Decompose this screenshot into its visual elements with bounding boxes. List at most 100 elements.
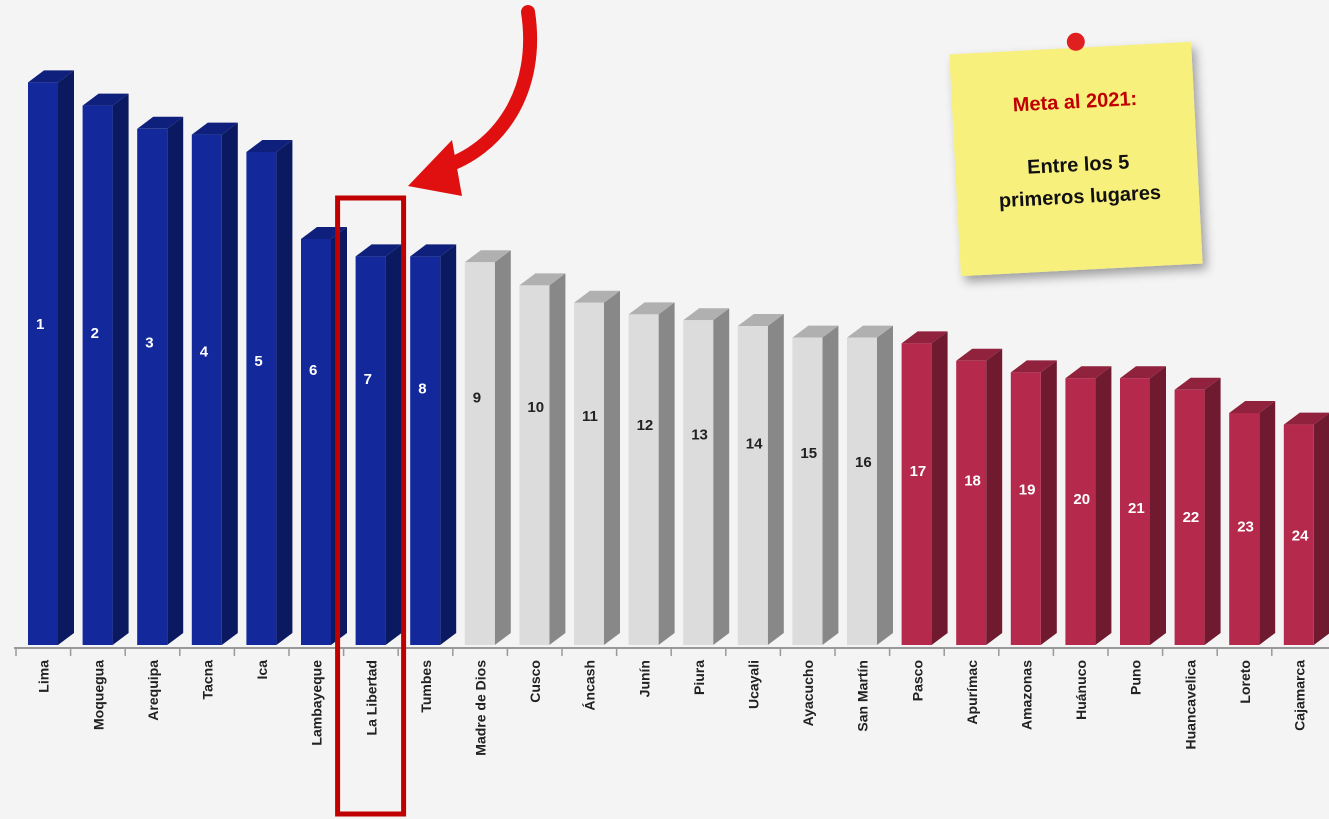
x-tick-label: Lima (36, 660, 52, 693)
bar-side (385, 244, 402, 645)
bar (956, 360, 987, 645)
rank-label: 17 (910, 463, 927, 480)
x-tick-label: La Libertad (363, 660, 379, 735)
bar-side (658, 302, 675, 645)
bar-side (221, 122, 238, 646)
bar-top (1010, 360, 1057, 373)
x-tick-label: Moquegua (90, 660, 106, 730)
rank-label: 20 (1073, 491, 1090, 508)
bar (683, 320, 714, 645)
bar-top (355, 244, 402, 257)
bar (301, 239, 331, 645)
bar-top (464, 250, 511, 263)
x-tick-label: Tacna (200, 660, 216, 700)
bar (1010, 372, 1041, 645)
bar (1065, 378, 1096, 645)
x-tick-label: Puno (1128, 660, 1144, 695)
bar (574, 302, 604, 645)
bar-side (767, 314, 784, 645)
x-tick-label: Cajamarca (1292, 660, 1308, 731)
note-paper (949, 41, 1203, 277)
rank-label: 18 (964, 472, 981, 489)
rank-label: 1 (36, 316, 44, 333)
bar-side (1313, 413, 1329, 645)
bar-top (191, 122, 238, 135)
x-tick-label: Amazonas (1019, 660, 1035, 730)
rank-label: 16 (855, 454, 872, 471)
bar (191, 134, 222, 645)
rank-label: 11 (582, 408, 598, 425)
bar-side (604, 290, 620, 645)
rank-label: 3 (145, 334, 153, 351)
rank-label: 15 (800, 445, 817, 462)
bar-top (683, 308, 730, 321)
rank-label: 13 (691, 426, 708, 443)
rank-label: 9 (473, 390, 481, 407)
x-tick-label: Ica (254, 660, 270, 680)
bar-side (1040, 360, 1057, 645)
bar (1174, 389, 1205, 645)
bar-top (28, 70, 74, 83)
rank-label: 7 (364, 371, 372, 388)
bar-top (1120, 366, 1166, 379)
x-tick-label: Áncash (582, 660, 598, 711)
bar-side (549, 273, 566, 645)
x-tick-label: Loreto (1237, 660, 1253, 704)
bar (246, 152, 277, 645)
bar (847, 337, 877, 645)
highlight-box (335, 195, 407, 817)
bar-top (1283, 412, 1329, 425)
x-tick-label: Ucayali (746, 660, 762, 709)
bar-top (410, 244, 457, 257)
bar-top (737, 314, 784, 326)
arrow (408, 5, 538, 196)
rank-label: 14 (746, 436, 763, 453)
bar (792, 337, 823, 645)
rank-label: 6 (309, 362, 317, 379)
rank-label: 22 (1183, 509, 1200, 526)
bar (28, 82, 58, 645)
bar-side (1150, 366, 1166, 645)
bar-top (628, 302, 675, 315)
bar (410, 256, 441, 645)
x-tick-label: San Martín (855, 660, 871, 732)
note-line: Entre los 5 (1027, 151, 1130, 178)
rank-label: 23 (1237, 518, 1254, 535)
bar (1120, 378, 1150, 645)
bar (519, 285, 550, 645)
bar (355, 256, 386, 645)
x-tick-label: Huánuco (1073, 660, 1089, 720)
rank-label: 2 (91, 325, 99, 342)
bar (464, 262, 495, 645)
rank-label: 21 (1128, 500, 1145, 517)
bar-side (713, 308, 730, 645)
bar-side (112, 93, 129, 646)
x-tick-label: Ayacucho (800, 660, 816, 726)
rank-label: 4 (200, 344, 209, 361)
bar (737, 326, 768, 645)
x-tick-label: Tumbes (418, 660, 434, 713)
x-tick-label: Pasco (909, 660, 925, 701)
x-tick-label: Lambayeque (309, 660, 325, 746)
rank-label: 24 (1292, 528, 1309, 545)
arrow-head (408, 140, 462, 196)
rank-label: 12 (637, 417, 654, 434)
bar-top (847, 325, 893, 338)
pin (1066, 32, 1085, 51)
bar (1229, 413, 1260, 645)
bar (82, 105, 113, 646)
x-tick-label: Madre de Dios (473, 660, 489, 756)
bar-side (1259, 401, 1276, 645)
bar-top (956, 348, 1003, 361)
bar-top (574, 290, 620, 303)
bar-top (519, 273, 566, 286)
labels: Lima Moquegua Arequipa Tacna Ica Lambayeque La… (15, 648, 1308, 756)
rank-label: 19 (1019, 482, 1036, 499)
bar-side (440, 244, 457, 645)
bar-side (986, 348, 1003, 645)
rank-label: 8 (418, 380, 426, 397)
bar-top (246, 140, 293, 152)
x-tick-label: Huancavelica (1182, 660, 1198, 750)
